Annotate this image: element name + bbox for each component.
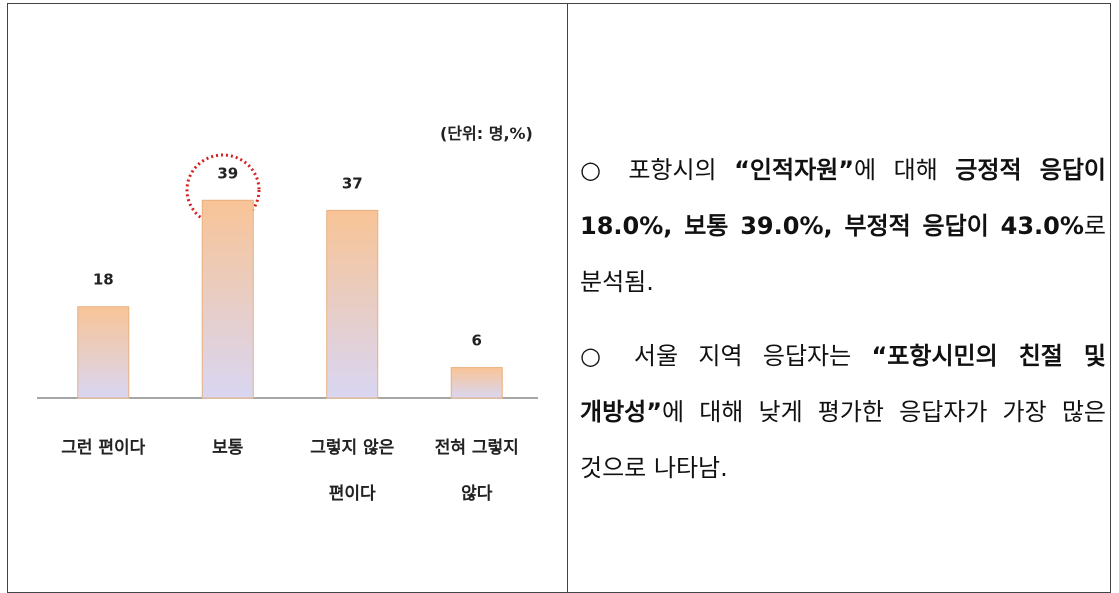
value-label: 6 <box>472 332 482 350</box>
text-run: 에 대해 낮게 평가한 응답자가 가장 많은 것으로 나타남. <box>580 398 1106 482</box>
unit-note: (단위: 명,%) <box>440 124 533 143</box>
text-run: “포항시민의 친절 및 개방성” <box>580 342 1107 426</box>
bullet: ○ 포항시의 “인적자원”에 대해 긍정적 응답이 18.0%, 보통 39.0… <box>580 142 1106 310</box>
category-label: 보통 <box>212 438 244 458</box>
bar <box>450 367 503 399</box>
value-label: 37 <box>342 174 363 192</box>
bar <box>201 199 254 399</box>
text-cell: ○ 포항시의 “인적자원”에 대해 긍정적 응답이 18.0%, 보통 39.0… <box>580 142 1106 514</box>
text-run: 로 분석됨. <box>580 212 1106 296</box>
text-run: 에 대해 <box>854 156 956 184</box>
category-label: 그렇지 않은 편이다 <box>310 438 395 504</box>
text-run: ○ 포항시의 <box>580 156 735 184</box>
bar <box>77 306 130 399</box>
chart-cell: 18 39 37 6 (단위: 명,%) 그런 편이다 보통 그렇지 않은 편이다 전혀 그… <box>37 124 538 504</box>
chart: 18 39 37 6 <box>37 153 538 399</box>
text-run: “인적자원” <box>734 156 855 184</box>
value-label: 18 <box>93 271 114 289</box>
value-label: 39 <box>217 164 238 182</box>
text-run: ○ 서울 지역 응답자는 <box>580 342 872 370</box>
bullet: ○ 서울 지역 응답자는 “포항시민의 친절 및 개방성”에 대해 낮게 평가한… <box>580 328 1106 496</box>
category-label: 전혀 그렇지 않다 <box>434 438 519 504</box>
text-run: 긍정적 응답이 18.0%, 보통 39.0%, 부정적 응답이 43.0% <box>580 156 1106 240</box>
cell-divider <box>567 3 568 593</box>
bar <box>326 209 379 399</box>
category-label: 그런 편이다 <box>61 438 146 458</box>
